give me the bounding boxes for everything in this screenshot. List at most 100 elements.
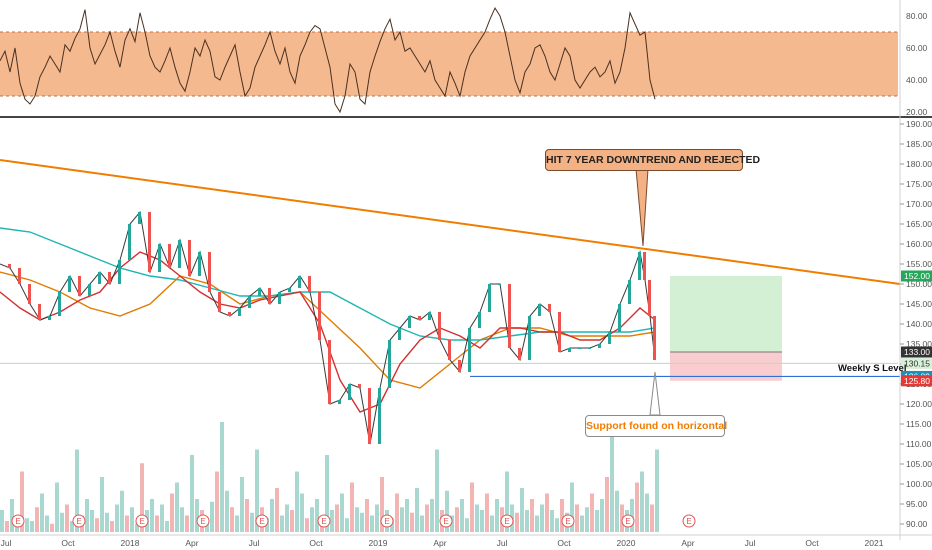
- earnings-marker: [380, 514, 394, 528]
- earnings-marker: [682, 514, 696, 528]
- price-candle: [18, 268, 21, 284]
- volume-bar: [515, 512, 519, 532]
- price-candle: [8, 264, 11, 268]
- volume-bar: [615, 490, 619, 532]
- oscillator-tick-label: 80.00: [906, 11, 928, 21]
- price-candle: [558, 312, 561, 352]
- price-candle: [338, 400, 341, 404]
- volume-bar: [210, 501, 214, 532]
- price-candle: [398, 328, 401, 340]
- volume-bar: [165, 521, 169, 532]
- price-candle: [188, 240, 191, 276]
- price-candle: [58, 292, 61, 316]
- volume-bar: [230, 507, 234, 532]
- price-candle: [378, 388, 381, 444]
- price-tick-label: 185.00: [906, 139, 932, 149]
- volume-bar: [160, 504, 164, 532]
- volume-bar: [25, 518, 29, 532]
- price-label-badge: [901, 346, 932, 358]
- volume-bar: [120, 490, 124, 532]
- volume-bar: [655, 449, 659, 532]
- volume-bar: [330, 510, 334, 532]
- price-candle: [268, 288, 271, 304]
- price-candle: [428, 312, 431, 320]
- volume-bar: [595, 510, 599, 532]
- price-tick-label: 150.00: [906, 279, 932, 289]
- price-candle: [98, 272, 101, 284]
- price-tick-label: 105.00: [906, 459, 932, 469]
- volume-bar: [405, 499, 409, 532]
- price-candle: [468, 328, 471, 372]
- volume-bar: [485, 493, 489, 532]
- volume-bar: [60, 512, 64, 532]
- price-candle: [78, 276, 81, 296]
- volume-bar: [0, 510, 4, 532]
- price-candle: [458, 360, 461, 372]
- volume-bar: [185, 515, 189, 532]
- volume-bar: [10, 499, 14, 532]
- price-label-badge: [901, 375, 932, 387]
- volume-bar: [5, 521, 9, 532]
- volume-bar: [635, 482, 639, 532]
- volume-bar: [345, 518, 349, 532]
- volume-bar: [550, 510, 554, 532]
- earnings-marker: [621, 514, 635, 528]
- volume-bar: [530, 499, 534, 532]
- earnings-marker-label: E: [443, 517, 448, 526]
- volume-bar: [480, 510, 484, 532]
- volume-bar: [65, 504, 69, 532]
- volume-bar: [315, 499, 319, 532]
- price-tick-label: 190.00: [906, 119, 932, 129]
- price-candle: [598, 344, 601, 348]
- volume-bar: [290, 510, 294, 532]
- earnings-marker: [135, 514, 149, 528]
- price-candle: [518, 348, 521, 360]
- time-tick-label: 2021: [865, 538, 884, 548]
- volume-bar: [195, 499, 199, 532]
- price-candle: [368, 388, 371, 444]
- volume-bar: [175, 482, 179, 532]
- price-candle: [348, 384, 351, 400]
- volume-bar: [460, 499, 464, 532]
- price-candle: [38, 304, 41, 320]
- price-tick-label: 155.00: [906, 259, 932, 269]
- volume-bar: [370, 515, 374, 532]
- callout-downtrend-pointer: [635, 168, 649, 247]
- volume-bar: [600, 499, 604, 532]
- volume-bar: [190, 455, 194, 532]
- volume-bar: [375, 504, 379, 532]
- price-candle: [408, 316, 411, 328]
- price-candle: [168, 244, 171, 268]
- volume-bar: [75, 449, 79, 532]
- price-candle: [438, 312, 441, 340]
- earnings-marker-label: E: [625, 517, 630, 526]
- price-tick-label: 140.00: [906, 319, 932, 329]
- oscillator-line: [0, 6, 656, 114]
- volume-bar: [580, 515, 584, 532]
- price-tick-label: 180.00: [906, 159, 932, 169]
- earnings-marker-label: E: [139, 517, 144, 526]
- price-candle: [568, 348, 571, 352]
- callout-support[interactable]: Support found on horizontal: [585, 415, 727, 437]
- volume-bar: [400, 507, 404, 532]
- volume-bar: [650, 504, 654, 532]
- callout-downtrend[interactable]: HIT 7 YEAR DOWNTREND AND REJECTED: [545, 149, 760, 171]
- volume-bar: [20, 471, 24, 532]
- volume-bar: [55, 482, 59, 532]
- oscillator-tick-label: 20.00: [906, 107, 928, 117]
- downtrend-line: [0, 159, 901, 285]
- price-tick-label: 90.00: [906, 519, 928, 529]
- volume-bar: [70, 521, 74, 532]
- volume-bar: [555, 518, 559, 532]
- volume-bar: [435, 449, 439, 532]
- price-candle: [108, 272, 111, 284]
- time-tick-label: Jul: [249, 538, 260, 548]
- volume-bar: [540, 504, 544, 532]
- time-tick-label: Jul: [745, 538, 756, 548]
- volume-bar: [410, 512, 414, 532]
- volume-bar: [475, 504, 479, 532]
- earnings-marker: [561, 514, 575, 528]
- volume-bar: [495, 499, 499, 532]
- volume-bar: [585, 507, 589, 532]
